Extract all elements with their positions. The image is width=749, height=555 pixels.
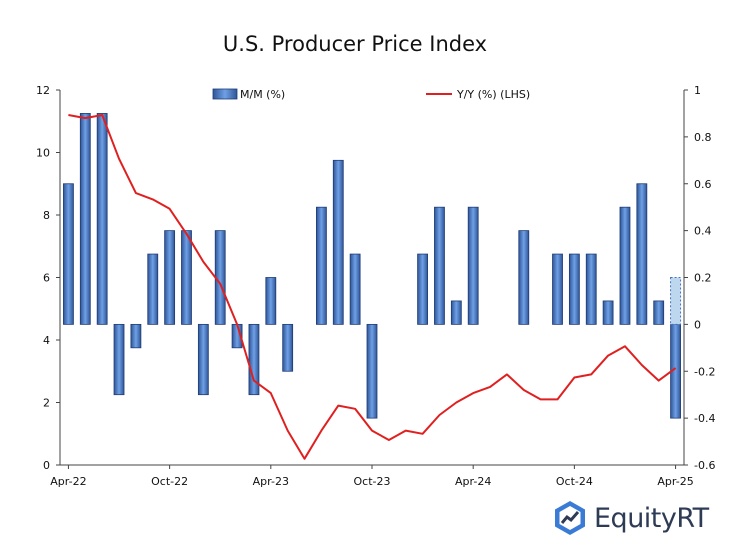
right-axis-tick-label: -0.4 <box>694 412 715 425</box>
right-axis-tick-label: -0.2 <box>694 365 715 378</box>
mm-bar <box>113 323 125 396</box>
mm-bar <box>349 253 361 325</box>
mm-bar <box>585 253 597 325</box>
legend-label-yy: Y/Y (%) (LHS) <box>456 88 530 101</box>
x-axis-tick-label: Apr-23 <box>253 475 289 488</box>
right-axis-tick-label: 0.8 <box>694 131 712 144</box>
left-axis-tick-label: 6 <box>43 272 50 285</box>
x-axis-tick-label: Oct-24 <box>556 475 593 488</box>
legend-label-mm: M/M (%) <box>240 88 285 101</box>
mm-bar <box>316 206 327 325</box>
mm-bar <box>450 300 462 325</box>
mm-bar <box>265 277 277 325</box>
legend-swatch-mm <box>212 88 238 100</box>
x-axis-tick-label: Apr-22 <box>50 475 86 488</box>
left-axis-tick-label: 2 <box>43 397 50 410</box>
brand-name: EquityRT <box>594 502 709 534</box>
equityrt-logo-icon <box>555 501 585 535</box>
right-axis-tick-label: -0.6 <box>694 459 715 472</box>
mm-bar <box>619 206 631 325</box>
right-axis-tick-label: 0 <box>694 318 701 331</box>
right-axis-tick-label: 0.2 <box>694 272 712 285</box>
mm-bar <box>653 300 665 325</box>
mm-bar <box>518 230 530 325</box>
x-axis-tick-label: Oct-23 <box>354 475 391 488</box>
mm-bar <box>164 230 176 325</box>
bars-layer <box>63 113 682 419</box>
yy-line <box>68 114 677 460</box>
brand-logo: EquityRT <box>552 498 709 538</box>
mm-bar <box>147 253 159 325</box>
legend: M/M (%) Y/Y (%) (LHS) <box>212 88 530 101</box>
left-axis-tick-label: 10 <box>36 147 50 160</box>
mm-bar-projected <box>670 277 682 325</box>
mm-bar <box>79 113 91 325</box>
mm-bar <box>467 206 479 325</box>
line-layer <box>68 114 677 460</box>
mm-bar <box>366 323 378 419</box>
mm-bar <box>636 183 648 325</box>
chart-title: U.S. Producer Price Index <box>222 32 488 56</box>
mm-bar <box>434 206 445 325</box>
left-axis-tick-label: 4 <box>43 334 50 347</box>
mm-bar <box>197 323 209 396</box>
right-axis-tick-label: 0.6 <box>694 178 712 191</box>
x-axis-tick-label: Oct-22 <box>151 475 188 488</box>
left-axis-tick-label: 8 <box>43 209 50 222</box>
x-axis-tick-label: Apr-25 <box>657 475 693 488</box>
mm-bar <box>282 323 294 372</box>
x-axis-tick-label: Apr-24 <box>455 475 491 488</box>
mm-bar <box>417 253 428 325</box>
left-axis-tick-label: 0 <box>43 459 50 472</box>
mm-bar <box>214 230 226 325</box>
right-axis-tick-label: 1 <box>694 84 701 97</box>
mm-bar <box>130 323 142 349</box>
right-axis-tick-label: 0.4 <box>694 225 712 238</box>
mm-bar <box>568 253 580 325</box>
mm-bar <box>552 253 563 325</box>
mm-bar <box>96 113 108 325</box>
axes-layer: 0 2 4 6 8 10 12 -0.6 -0.4 -0.2 0 0.2 0.4 0.6 0.8 1 Apr-2… <box>36 84 715 488</box>
mm-bar <box>332 159 344 325</box>
mm-bar <box>248 323 260 396</box>
mm-bar <box>63 183 74 325</box>
mm-bar <box>602 300 614 325</box>
mm-bar <box>181 230 192 325</box>
left-axis-tick-label: 12 <box>36 84 50 97</box>
